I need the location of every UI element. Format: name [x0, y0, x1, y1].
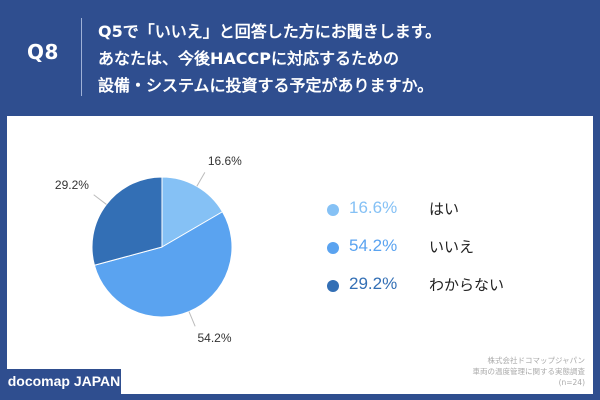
source-sample-size: (n=24) [558, 378, 585, 387]
source-note: 株式会社ドコマップジャパン 車両の温度管理に関する実態調査 (n=24) [473, 355, 586, 388]
data-label-unsure: 29.2% [55, 178, 89, 192]
brand-logo: docomap JAPAN [7, 369, 121, 394]
question-line-3: 設備・システムに投資する予定がありますか。 [98, 76, 434, 95]
legend-label-unsure: わからない [429, 276, 505, 294]
leader-line-unsure [93, 194, 107, 205]
leader-line-no [188, 311, 196, 327]
question-line-1: Q5で「いいえ」と回答した方にお聞きします。 [98, 22, 442, 41]
pie-slice-yes [161, 176, 224, 248]
legend-label-no: いいえ [429, 238, 475, 256]
data-label-yes: 16.6% [208, 154, 242, 168]
source-survey: 車両の温度管理に関する実態調査 [472, 367, 586, 376]
question-number: Q8 [27, 40, 59, 64]
legend-percent-unsure: 29.2% [349, 274, 398, 293]
legend-label-yes: はい [429, 200, 460, 218]
source-company: 株式会社ドコマップジャパン [487, 356, 586, 365]
header-divider [81, 18, 82, 96]
header-band: Q8 Q5で「いいえ」と回答した方にお聞きします。 あなたは、今後HACCPに対… [0, 0, 600, 112]
legend-swatch-no [327, 242, 339, 254]
pie-chart: 16.6% 54.2% 29.2% [55, 154, 242, 345]
question-text: Q5で「いいえ」と回答した方にお聞きします。 あなたは、今後HACCPに対応する… [98, 18, 588, 99]
legend-swatch-yes [327, 204, 339, 216]
legend-percent-no: 54.2% [349, 236, 398, 255]
question-line-2: あなたは、今後HACCPに対応するための [98, 49, 399, 68]
pie-slice-no [93, 211, 233, 318]
chart-panel: 16.6% 54.2% 29.2% 16.6% はい 54.2% いいえ 29.2%… [7, 116, 593, 394]
data-label-no: 54.2% [197, 331, 231, 345]
legend-swatch-unsure [327, 280, 339, 292]
legend-percent-yes: 16.6% [349, 198, 398, 217]
pie-slice-unsure [91, 176, 163, 266]
leader-line-yes [196, 172, 206, 187]
